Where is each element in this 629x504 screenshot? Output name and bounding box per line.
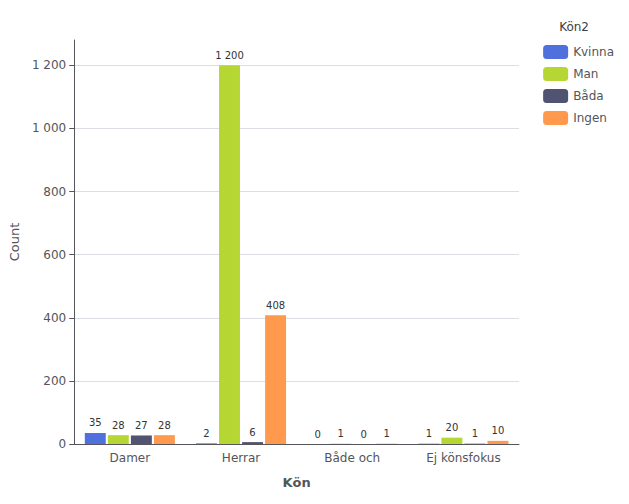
svg-text:Ingen: Ingen — [573, 111, 607, 125]
svg-text:Både och: Både och — [324, 451, 380, 465]
svg-text:Herrar: Herrar — [222, 451, 260, 465]
svg-text:0: 0 — [59, 437, 67, 451]
svg-text:Båda: Båda — [573, 89, 604, 103]
svg-text:600: 600 — [43, 248, 66, 262]
svg-text:Count: Count — [7, 223, 22, 262]
svg-text:800: 800 — [43, 185, 66, 199]
svg-text:1 200: 1 200 — [215, 50, 244, 61]
svg-text:1: 1 — [384, 428, 390, 439]
svg-text:10: 10 — [492, 425, 505, 436]
svg-text:0: 0 — [361, 429, 367, 440]
svg-text:28: 28 — [112, 420, 125, 431]
svg-text:1: 1 — [472, 428, 478, 439]
svg-text:28: 28 — [158, 420, 171, 431]
svg-text:2: 2 — [203, 428, 209, 439]
svg-text:Ej könsfokus: Ej könsfokus — [426, 451, 500, 465]
svg-text:Man: Man — [573, 67, 598, 81]
svg-text:6: 6 — [249, 427, 255, 438]
svg-text:200: 200 — [43, 374, 66, 388]
svg-text:Kön2: Kön2 — [559, 20, 589, 34]
svg-text:1 200: 1 200 — [32, 58, 66, 72]
svg-text:Damer: Damer — [110, 451, 151, 465]
svg-text:Kön: Kön — [283, 475, 311, 490]
svg-text:35: 35 — [89, 417, 102, 428]
svg-text:1: 1 — [426, 428, 432, 439]
svg-text:400: 400 — [43, 311, 66, 325]
svg-text:27: 27 — [135, 420, 148, 431]
svg-text:408: 408 — [266, 300, 285, 311]
svg-text:0: 0 — [314, 429, 320, 440]
svg-text:1 000: 1 000 — [32, 121, 66, 135]
svg-text:1: 1 — [338, 428, 344, 439]
svg-text:Kvinna: Kvinna — [573, 45, 614, 59]
svg-text:20: 20 — [446, 422, 459, 433]
